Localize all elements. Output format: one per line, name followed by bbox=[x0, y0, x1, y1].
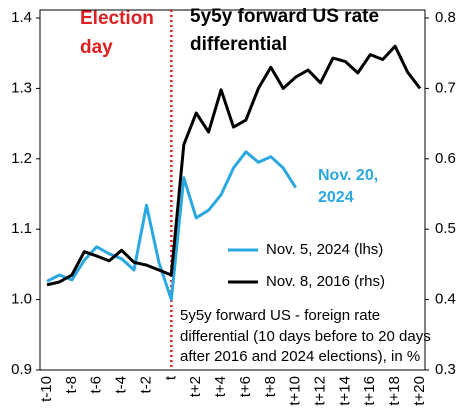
chart-title: differential bbox=[190, 34, 287, 55]
y-tick-label: 1.1 bbox=[11, 220, 32, 237]
y-tick-label: 1.3 bbox=[11, 79, 32, 96]
y2-tick-label: 0.6 bbox=[435, 150, 456, 167]
series-line bbox=[46, 44, 422, 287]
x-tick-label: t-4 bbox=[113, 376, 130, 394]
series-line bbox=[46, 150, 297, 302]
y2-tick-label: 0.7 bbox=[435, 79, 456, 96]
x-tick-label: t+4 bbox=[212, 376, 229, 397]
y2-tick-label: 0.4 bbox=[435, 291, 456, 308]
x-tick-label: t+20 bbox=[411, 376, 428, 406]
x-tick-label: t bbox=[162, 375, 179, 380]
x-tick-label: t+8 bbox=[262, 376, 279, 397]
latest-label: 2024 bbox=[318, 189, 354, 206]
x-tick-label: t+16 bbox=[361, 376, 378, 406]
note: after 2016 and 2024 elections), in % bbox=[180, 348, 420, 365]
y-tick-label: 1.0 bbox=[11, 291, 32, 308]
y-tick-label: 1.4 bbox=[11, 9, 32, 26]
y2-tick-label: 0.5 bbox=[435, 220, 456, 237]
note: 5y5y forward US - foreign rate bbox=[180, 307, 380, 324]
y2-tick-label: 0.8 bbox=[435, 9, 456, 26]
x-tick-label: t+18 bbox=[386, 376, 403, 406]
y-tick-label: 0.9 bbox=[11, 361, 32, 378]
x-tick-label: t-2 bbox=[137, 376, 154, 394]
legend-label: Nov. 5, 2024 (lhs) bbox=[266, 241, 383, 258]
plot-frame bbox=[39, 9, 426, 371]
x-tick-label: t+14 bbox=[336, 376, 353, 406]
note: differential (10 days before to 20 days bbox=[180, 328, 431, 345]
x-tick-label: t-6 bbox=[88, 376, 105, 394]
x-tick-label: t-8 bbox=[63, 376, 80, 394]
x-tick-label: t-10 bbox=[38, 376, 55, 402]
x-tick-label: t+10 bbox=[287, 376, 304, 406]
event-label: Election bbox=[80, 8, 154, 29]
legend-label: Nov. 8, 2016 (rhs) bbox=[266, 273, 385, 290]
x-tick-label: t+6 bbox=[237, 376, 254, 397]
latest-label: Nov. 20, bbox=[318, 167, 378, 184]
x-tick-label: t+2 bbox=[187, 376, 204, 397]
x-tick-label: t+12 bbox=[312, 376, 329, 406]
y-tick-label: 1.2 bbox=[11, 150, 32, 167]
y2-tick-label: 0.3 bbox=[435, 361, 456, 378]
chart-title: 5y5y forward US rate bbox=[190, 6, 379, 27]
event-label: day bbox=[80, 37, 113, 58]
